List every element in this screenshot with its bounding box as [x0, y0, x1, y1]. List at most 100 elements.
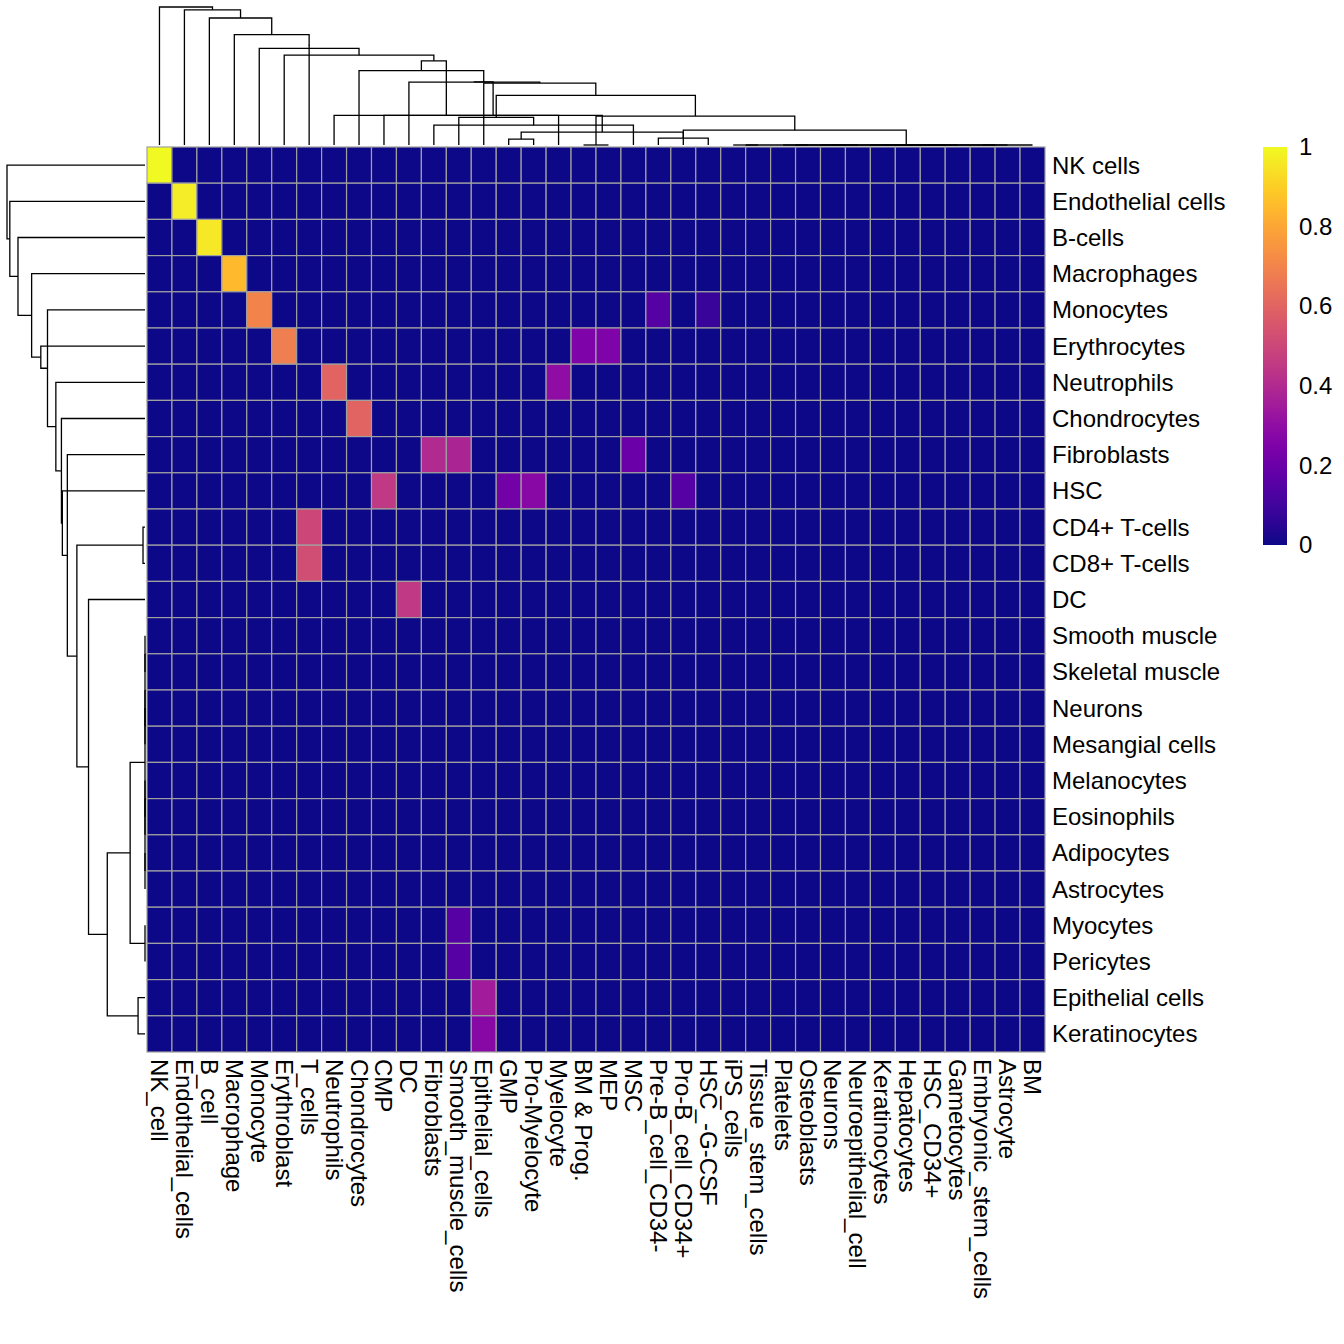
heatmap-cell	[521, 654, 546, 690]
column-label: Pro-Myelocyte	[520, 1059, 547, 1212]
heatmap-cell	[870, 437, 895, 473]
heatmap-cell	[272, 473, 297, 509]
heatmap-cell	[696, 980, 721, 1016]
heatmap-cell	[920, 292, 945, 328]
heatmap-cell	[546, 581, 571, 617]
heatmap-cell	[471, 871, 496, 907]
heatmap-cell	[771, 400, 796, 436]
heatmap-cell	[895, 400, 920, 436]
heatmap-cell	[895, 1016, 920, 1052]
heatmap-cell	[870, 364, 895, 400]
column-label: Pro-B_cell_CD34+	[670, 1059, 697, 1258]
heatmap-cell	[297, 292, 322, 328]
heatmap-cell	[596, 437, 621, 473]
heatmap-cell	[347, 835, 372, 871]
heatmap-cell	[147, 364, 172, 400]
heatmap-cell	[546, 762, 571, 798]
heatmap-cell	[396, 980, 421, 1016]
heatmap-cell	[571, 545, 596, 581]
heatmap-cell	[596, 726, 621, 762]
heatmap-cell	[920, 943, 945, 979]
dendrogram-link	[107, 853, 138, 1016]
heatmap-cell	[546, 183, 571, 219]
heatmap-cell	[496, 690, 521, 726]
heatmap-cell	[596, 473, 621, 509]
heatmap-cell	[396, 762, 421, 798]
dendrogram-link	[18, 238, 145, 316]
heatmap-cell	[1020, 654, 1045, 690]
heatmap-cell	[222, 690, 247, 726]
heatmap-cell	[147, 690, 172, 726]
heatmap-cell	[571, 437, 596, 473]
heatmap-cell	[172, 328, 197, 364]
heatmap-cell	[796, 183, 821, 219]
heatmap-cell	[571, 799, 596, 835]
heatmap-cell	[471, 835, 496, 871]
heatmap-cell	[496, 509, 521, 545]
heatmap-cell	[746, 654, 771, 690]
heatmap-cell	[796, 545, 821, 581]
heatmap-cell	[970, 437, 995, 473]
heatmap-cell	[621, 690, 646, 726]
heatmap-cell	[870, 835, 895, 871]
row-label: Skeletal muscle	[1052, 658, 1220, 685]
heatmap-cell	[172, 980, 197, 1016]
heatmap-cell	[746, 364, 771, 400]
heatmap-cell	[446, 980, 471, 1016]
heatmap-cell	[721, 618, 746, 654]
heatmap-cell	[172, 654, 197, 690]
heatmap-cell	[821, 980, 846, 1016]
heatmap-cell	[546, 400, 571, 436]
heatmap-cell	[471, 473, 496, 509]
row-label: Eosinophils	[1052, 803, 1175, 830]
heatmap-cell	[421, 1016, 446, 1052]
heatmap-cell	[671, 437, 696, 473]
heatmap-cell	[571, 509, 596, 545]
heatmap-cell	[322, 943, 347, 979]
heatmap-cell	[396, 219, 421, 255]
heatmap-cells	[147, 147, 1045, 1052]
heatmap-cell	[222, 762, 247, 798]
heatmap-cell	[297, 690, 322, 726]
heatmap-cell	[995, 980, 1020, 1016]
heatmap-cell	[147, 292, 172, 328]
colorbar-axis-line	[1287, 148, 1288, 546]
heatmap-cell	[696, 581, 721, 617]
heatmap-cell	[970, 726, 995, 762]
heatmap-cell	[521, 509, 546, 545]
heatmap-cell	[496, 943, 521, 979]
heatmap-cell	[621, 799, 646, 835]
heatmap-cell	[920, 871, 945, 907]
row-label: Astrocytes	[1052, 876, 1164, 903]
heatmap-cell	[970, 219, 995, 255]
heatmap-cell	[970, 907, 995, 943]
heatmap-cell	[247, 219, 272, 255]
heatmap-cell	[172, 509, 197, 545]
heatmap-cell	[771, 256, 796, 292]
heatmap-cell	[621, 545, 646, 581]
heatmap-cell	[845, 943, 870, 979]
heatmap-cell	[197, 292, 222, 328]
dendrogram-link	[509, 139, 534, 145]
heatmap-cell	[995, 654, 1020, 690]
colorbar-tick-label: 0.4	[1299, 372, 1332, 399]
row-label: Pericytes	[1052, 948, 1151, 975]
heatmap-cell	[821, 690, 846, 726]
heatmap-cell	[945, 654, 970, 690]
heatmap-cell	[372, 364, 397, 400]
heatmap-cell	[596, 256, 621, 292]
heatmap-cell	[995, 581, 1020, 617]
column-label: Fibroblasts	[420, 1059, 447, 1176]
heatmap-cell	[222, 835, 247, 871]
heatmap-cell	[671, 400, 696, 436]
heatmap-cell	[471, 292, 496, 328]
column-label: Hepatocytes	[894, 1059, 921, 1192]
heatmap-cell	[521, 943, 546, 979]
heatmap-cell	[546, 943, 571, 979]
heatmap-cell	[771, 762, 796, 798]
heatmap-cell	[222, 618, 247, 654]
heatmap-cell	[396, 400, 421, 436]
heatmap-cell	[347, 871, 372, 907]
row-label: Chondrocytes	[1052, 405, 1200, 432]
heatmap-cell	[945, 256, 970, 292]
